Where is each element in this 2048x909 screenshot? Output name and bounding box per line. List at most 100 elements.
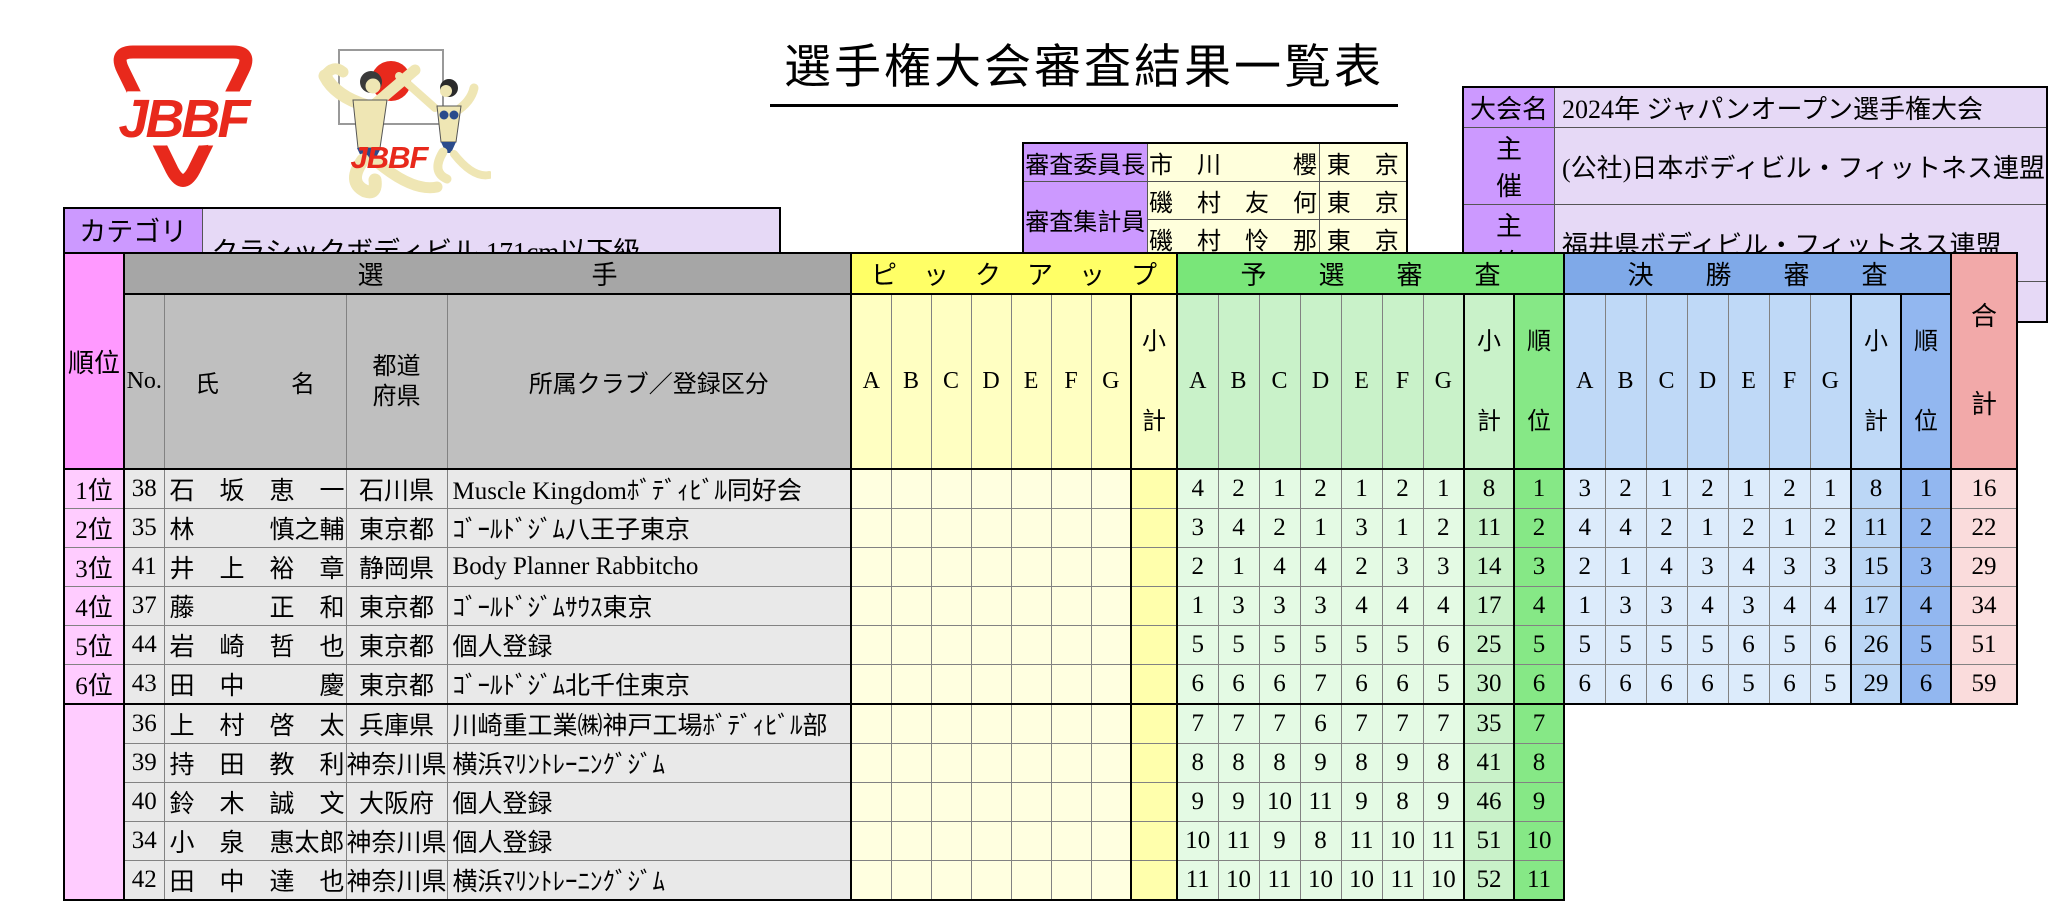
final-score: 2	[1809, 508, 1852, 548]
club-column-header: 所属クラブ／登録区分	[446, 293, 852, 470]
final-score: 5	[1727, 664, 1770, 705]
prelim-subtotal: 46	[1463, 782, 1515, 822]
prelim-score: 4	[1217, 508, 1260, 548]
pickup-score-cell	[890, 860, 932, 901]
final-score: 2	[1645, 508, 1688, 548]
pickup-score-cell	[970, 821, 1012, 861]
athlete-no: 36	[123, 703, 165, 744]
organizer-label: 主 催	[1462, 127, 1556, 205]
final-subtotal: 17	[1850, 586, 1902, 626]
prelim-score: 4	[1340, 586, 1383, 626]
prelim-score: 11	[1176, 860, 1219, 901]
pickup-score-cell	[1050, 468, 1092, 509]
athlete-club: Body Planner Rabbitcho	[446, 547, 852, 587]
pickup-score-cell	[1090, 782, 1132, 822]
female-bodybuilder-figure	[395, 72, 493, 184]
tally-judge-label: 審査集計員	[1022, 181, 1148, 259]
total-score: 29	[1950, 547, 2019, 587]
prefecture-column-header: 都道 府県	[345, 293, 448, 470]
pickup-judge-b-header: B	[890, 293, 932, 470]
prelim-score: 3	[1176, 508, 1219, 548]
chief-judge-region: 東 京	[1318, 142, 1408, 182]
pickup-score-cell	[930, 860, 972, 901]
pickup-score-cell	[930, 468, 972, 509]
pickup-score-cell	[890, 547, 932, 587]
final-score: 5	[1809, 664, 1852, 705]
pickup-score-cell	[1010, 547, 1052, 587]
tally-judge-name: 磯 村 友 何	[1146, 181, 1320, 220]
final-score: 4	[1604, 508, 1647, 548]
empty-region	[1564, 704, 1952, 744]
prelim-score: 9	[1299, 743, 1342, 783]
prelim-score: 1	[1381, 508, 1424, 548]
prelim-score: 1	[1217, 547, 1260, 587]
pickup-score-cell	[1010, 782, 1052, 822]
prelim-group-header: 予 選 審 査	[1176, 252, 1565, 295]
organizer-value: (公社)日本ボディビル・フィットネス連盟	[1554, 127, 2048, 205]
pickup-judge-c-header: C	[930, 293, 972, 470]
table-row: 36 上 村 啓 太 兵庫県 川崎重工業㈱神戸工場ﾎﾞﾃﾞｨﾋﾞﾙ部 7 7 7…	[63, 703, 2017, 901]
table-row: 4位 37 藤 正 和 東京都 ｺﾞｰﾙﾄﾞｼﾞﾑｻｳｽ東京 1 3 3 3 4…	[63, 586, 2019, 626]
final-score: 1	[1686, 508, 1729, 548]
pickup-score-cell	[850, 508, 892, 548]
final-rank: 6	[1900, 664, 1952, 705]
athlete-club: ｺﾞｰﾙﾄﾞｼﾞﾑ北千住東京	[446, 664, 852, 705]
final-score: 4	[1727, 547, 1770, 587]
prelim-score: 11	[1299, 782, 1342, 822]
athlete-prefecture: 東京都	[345, 664, 448, 705]
pickup-score-cell	[1010, 625, 1052, 665]
prelim-score: 9	[1258, 821, 1301, 861]
pickup-subtotal-cell	[1130, 468, 1178, 509]
total-score: 59	[1950, 664, 2019, 705]
final-group-header: 決 勝 審 査	[1563, 252, 1952, 295]
pickup-score-cell	[890, 782, 932, 822]
pickup-score-cell	[1050, 664, 1092, 705]
final-score: 3	[1645, 586, 1688, 626]
prelim-subtotal: 25	[1463, 625, 1515, 665]
pickup-score-cell	[970, 508, 1012, 548]
final-score: 5	[1686, 625, 1729, 665]
total-score: 34	[1950, 586, 2019, 626]
prelim-score: 5	[1217, 625, 1260, 665]
pickup-score-cell	[1090, 860, 1132, 901]
final-score: 5	[1645, 625, 1688, 665]
prelim-score: 2	[1176, 547, 1219, 587]
prelim-score: 11	[1258, 860, 1301, 901]
athlete-club: 横浜ﾏﾘﾝﾄﾚｰﾆﾝｸﾞｼﾞﾑ	[446, 743, 852, 783]
pickup-score-cell	[850, 586, 892, 626]
prelim-judge-d-header: D	[1299, 293, 1342, 470]
athlete-club: Muscle Kingdomﾎﾞﾃﾞｨﾋﾞﾙ同好会	[446, 468, 852, 509]
pickup-score-cell	[1090, 468, 1132, 509]
empty-region	[1564, 821, 1952, 861]
prelim-subtotal: 52	[1463, 860, 1515, 901]
athlete-club: 個人登録	[446, 625, 852, 665]
pickup-judge-d-header: D	[970, 293, 1012, 470]
final-score: 1	[1563, 586, 1606, 626]
prelim-judge-b-header: B	[1217, 293, 1260, 470]
pickup-judge-a-header: A	[850, 293, 892, 470]
final-score: 6	[1809, 625, 1852, 665]
prelim-score: 1	[1340, 468, 1383, 509]
pickup-score-cell	[970, 664, 1012, 705]
athlete-name: 林 慎之輔	[163, 508, 347, 548]
final-score: 6	[1604, 664, 1647, 705]
prelim-rank: 2	[1513, 508, 1566, 548]
prelim-rank: 5	[1513, 625, 1566, 665]
athlete-no: 38	[123, 468, 165, 509]
prelim-judge-c-header: C	[1258, 293, 1301, 470]
total-score: 51	[1950, 625, 2019, 665]
athlete-no: 43	[123, 664, 165, 705]
prelim-score: 3	[1299, 586, 1342, 626]
final-subtotal: 29	[1850, 664, 1902, 705]
prelim-subtotal: 30	[1463, 664, 1515, 705]
athlete-name: 石 坂 恵 一	[163, 468, 347, 509]
jbbf-triangle-shape	[113, 45, 253, 187]
rank-cell: 4位	[63, 586, 125, 626]
prelim-score: 4	[1176, 468, 1219, 509]
prelim-judge-g-header: G	[1422, 293, 1465, 470]
pickup-score-cell	[1010, 860, 1052, 901]
pickup-subtotal-cell	[1130, 625, 1178, 665]
athlete-name: 岩 崎 哲 也	[163, 625, 347, 665]
pickup-score-cell	[890, 743, 932, 783]
event-info-row: 大会名 2024年 ジャパンオープン選手権大会	[1462, 86, 2048, 128]
